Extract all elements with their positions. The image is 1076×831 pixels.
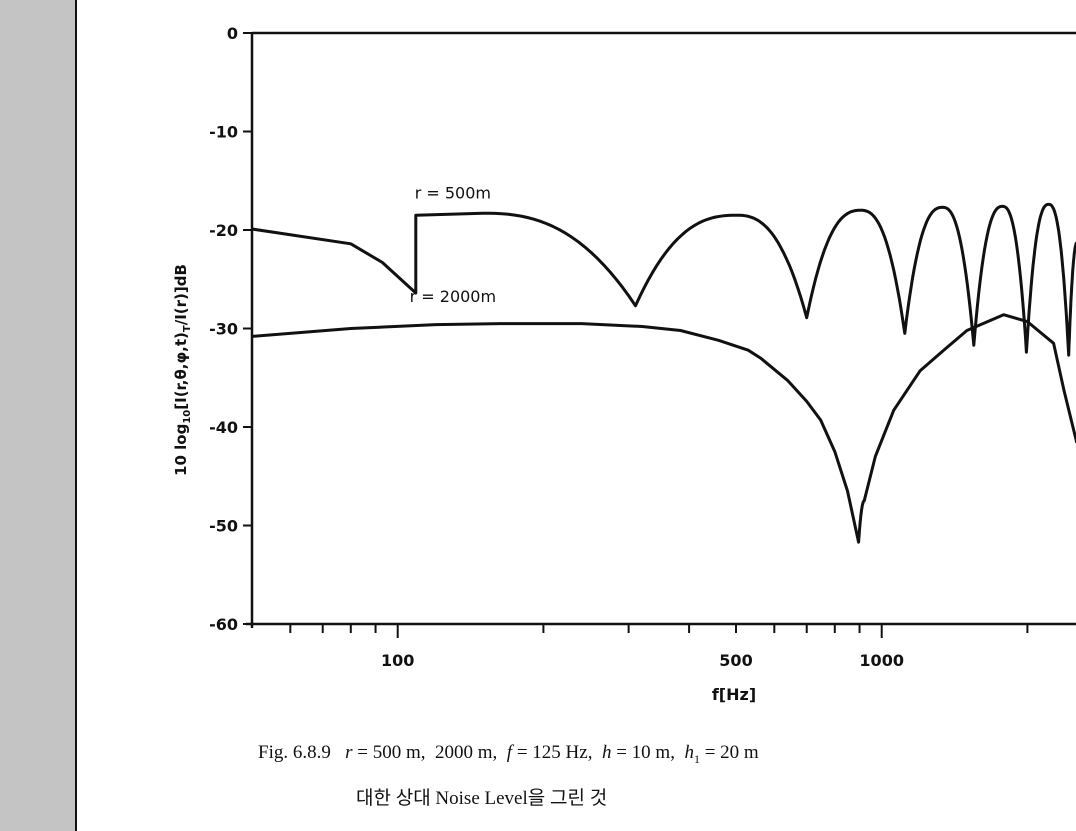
y-tick-label: -50 (209, 517, 238, 536)
y-tick-label: -20 (209, 221, 238, 240)
figure-caption-line1: Fig. 6.8.9 r = 500 m, 2000 m, f = 125 Hz… (258, 742, 759, 766)
gray-side-panel (0, 0, 77, 831)
y-tick-label: -40 (209, 418, 238, 437)
y-axis-label: 10 log10[I(r,θ,φ,t)T/I(r)]dB (172, 264, 193, 476)
x-tick-label: 500 (719, 651, 752, 670)
curves: r = 500m r = 2000m (251, 183, 1076, 544)
y-label-sub: T (182, 325, 193, 332)
series-line-r500m (251, 202, 1076, 357)
figure-caption-line2: 대한 상대 Noise Level을 그린 것 (356, 788, 608, 809)
x-tick-label: 1000 (859, 651, 904, 670)
y-label-sub: 10 (182, 410, 193, 424)
y-tick-label: -30 (209, 320, 238, 339)
y-tick-label: 0 (227, 24, 238, 43)
axes (246, 31, 1076, 628)
x-tick-label: 100 (381, 651, 414, 670)
y-ticks: 0 -10 -20 -30 -40 -50 -60 (209, 24, 252, 634)
figure-number: Fig. 6.8.9 (258, 742, 331, 763)
series-label: r = 500m (415, 183, 491, 202)
y-label-part: /I(r)]dB (172, 264, 190, 325)
x-ticks: 100 500 1000 (289, 624, 1029, 670)
y-label-part: [I(r,θ,φ,t) (172, 332, 190, 410)
x-axis-label: f[Hz] (712, 685, 756, 704)
series-line-r2000m (251, 313, 1076, 544)
y-tick-label: -60 (209, 615, 238, 634)
y-tick-label: -10 (209, 123, 238, 142)
series-label: r = 2000m (410, 287, 496, 306)
y-label-part: 10 log (172, 424, 190, 476)
